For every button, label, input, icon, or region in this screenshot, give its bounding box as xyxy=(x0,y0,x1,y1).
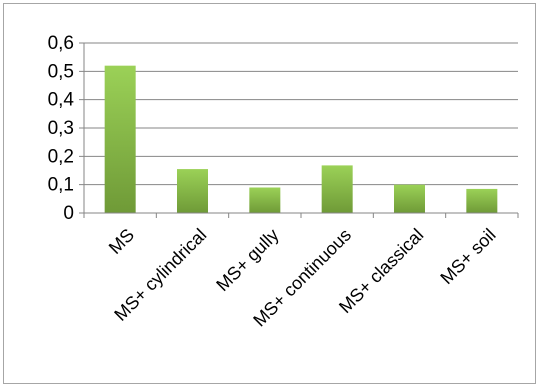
axes xyxy=(79,43,519,218)
bar xyxy=(249,187,281,213)
bar xyxy=(177,169,208,213)
bars xyxy=(104,65,498,214)
category-label: MS xyxy=(105,225,138,258)
gridlines xyxy=(79,42,518,186)
category-label: MS+ soil xyxy=(436,225,499,288)
y-tick-label: 0,4 xyxy=(48,90,75,111)
bar xyxy=(104,65,136,214)
y-tick-label: 0,6 xyxy=(48,33,74,54)
y-tick-label: 0,2 xyxy=(48,146,74,167)
category-label: MS+ gully xyxy=(212,225,282,295)
y-tick-label: 0,5 xyxy=(48,61,74,82)
bar xyxy=(321,165,353,213)
y-tick-label: 0,1 xyxy=(48,175,74,196)
bar xyxy=(466,188,498,213)
bar xyxy=(394,184,425,213)
y-tick-label: 0,3 xyxy=(48,118,74,139)
y-tick-label: 0 xyxy=(63,203,74,224)
